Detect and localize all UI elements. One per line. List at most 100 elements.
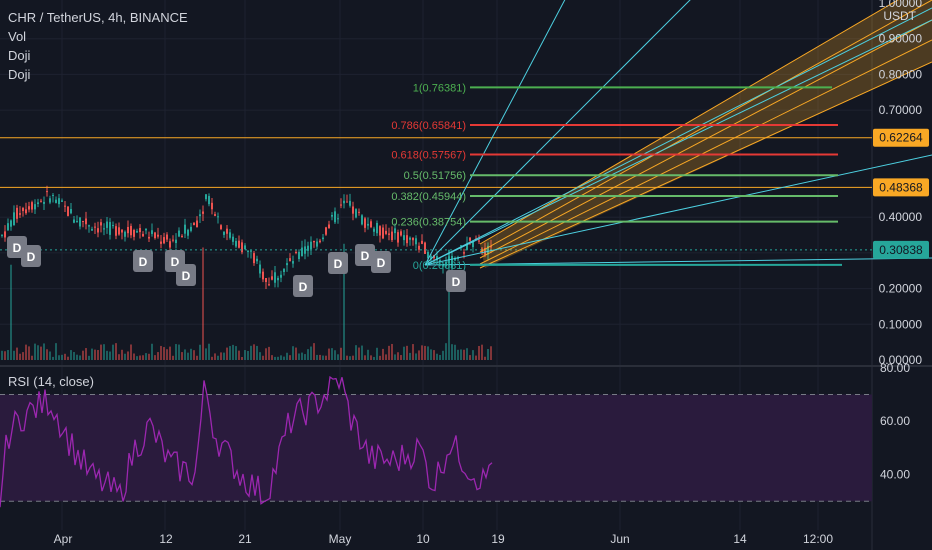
candle-body bbox=[262, 271, 264, 280]
candles bbox=[1, 185, 492, 290]
volume-bar bbox=[73, 352, 75, 360]
volume-bar bbox=[163, 347, 165, 360]
candle-body bbox=[127, 226, 129, 234]
candle-body bbox=[7, 223, 9, 231]
candle-body bbox=[478, 240, 480, 242]
candle-body bbox=[379, 226, 381, 236]
volume-bar bbox=[34, 343, 36, 360]
volume-bar bbox=[427, 346, 429, 360]
candle-body bbox=[361, 215, 363, 225]
volume-bar bbox=[304, 354, 306, 360]
pitchfork-line bbox=[479, 0, 899, 245]
volume-bar bbox=[400, 355, 402, 360]
volume-bar bbox=[352, 355, 354, 360]
volume-bar bbox=[487, 348, 489, 360]
pitchfork-line bbox=[479, 19, 932, 259]
volume-bar bbox=[4, 351, 6, 360]
candle-body bbox=[148, 236, 150, 239]
rsi-line bbox=[0, 375, 493, 508]
time-axis[interactable]: Apr 12 21 May 10 19 Jun 14 12:00 bbox=[54, 532, 834, 546]
candle-body bbox=[322, 237, 324, 240]
volume-bar bbox=[475, 355, 477, 360]
pitchfork-line bbox=[479, 61, 932, 269]
time-axis-label: 21 bbox=[238, 532, 252, 546]
volume-bar bbox=[313, 343, 315, 360]
candle-body bbox=[418, 245, 420, 250]
doji-marker bbox=[328, 252, 348, 274]
candle-body bbox=[214, 214, 216, 216]
rsi-legend[interactable]: RSI (14, close) bbox=[8, 374, 94, 389]
candle-body bbox=[232, 236, 234, 242]
price-axis-label: 0.70000 bbox=[879, 103, 923, 117]
fib-label: 0.786(0.65841) bbox=[391, 120, 466, 132]
volume-bar bbox=[394, 354, 396, 360]
indicator-vol[interactable]: Vol bbox=[8, 29, 27, 44]
volume-bar bbox=[280, 355, 282, 360]
symbol-title[interactable]: CHR / TetherUS, 4h, BINANCE bbox=[8, 10, 188, 25]
candle-body bbox=[388, 233, 390, 235]
volume-bar bbox=[334, 350, 336, 360]
candle-body bbox=[268, 284, 270, 286]
volume-bar bbox=[103, 344, 105, 360]
fib-label: 1(0.76381) bbox=[413, 82, 466, 94]
candle-body bbox=[175, 239, 177, 244]
candle-body bbox=[61, 200, 63, 202]
volume-bar bbox=[43, 343, 45, 360]
candle-body bbox=[484, 247, 486, 255]
candle-body bbox=[370, 221, 372, 228]
volume-bar bbox=[415, 353, 417, 360]
candle-body bbox=[490, 246, 492, 248]
volume-bar bbox=[307, 349, 309, 360]
price-axis[interactable]: 1.000000.900000.800000.700000.400000.300… bbox=[873, 0, 929, 482]
candle-body bbox=[325, 227, 327, 235]
volume-bar bbox=[262, 355, 264, 360]
volume-bar bbox=[85, 348, 87, 360]
indicator-doji-2[interactable]: Doji bbox=[8, 67, 31, 82]
candle-body bbox=[85, 218, 87, 225]
volume-bar bbox=[112, 344, 114, 360]
volume-bar bbox=[367, 349, 369, 360]
volume-bar bbox=[406, 345, 408, 360]
volume-bar bbox=[16, 347, 18, 360]
volume-bar bbox=[484, 356, 486, 360]
candle-body bbox=[46, 191, 48, 193]
candle-body bbox=[136, 231, 138, 233]
volume-bar bbox=[82, 350, 84, 360]
doji-marker bbox=[176, 264, 196, 286]
candle-body bbox=[157, 234, 159, 237]
candle-body bbox=[181, 235, 183, 238]
volume-bar bbox=[490, 346, 492, 360]
candle-body bbox=[343, 200, 345, 204]
fib-levels[interactable]: 1(0.76381) 0.786(0.65841) 0.618(0.57567) 0.… bbox=[391, 82, 842, 272]
rsi-axis-label: 40.00 bbox=[880, 468, 910, 482]
candle-body bbox=[235, 240, 237, 247]
candle-body bbox=[424, 242, 426, 254]
volume-bar bbox=[397, 352, 399, 360]
candle-body bbox=[151, 230, 153, 234]
candle-body bbox=[16, 207, 18, 219]
time-axis-label: 14 bbox=[733, 532, 747, 546]
candle-body bbox=[472, 240, 474, 248]
volume-bar bbox=[94, 349, 96, 360]
volume-bar bbox=[328, 348, 330, 360]
candle-body bbox=[226, 228, 228, 234]
candle-body bbox=[202, 211, 204, 214]
candle-body bbox=[346, 201, 348, 203]
doji-marker-text: D bbox=[334, 257, 343, 271]
candle-body bbox=[109, 222, 111, 235]
doji-marker-text: D bbox=[361, 249, 370, 263]
candle-body bbox=[124, 231, 126, 237]
indicator-doji-1[interactable]: Doji bbox=[8, 48, 31, 63]
volume-bar bbox=[409, 352, 411, 360]
time-axis-label: 10 bbox=[416, 532, 430, 546]
candle-body bbox=[217, 216, 219, 218]
candle-body bbox=[337, 218, 339, 220]
candle-body bbox=[121, 229, 123, 233]
volume-bar bbox=[403, 346, 405, 360]
candle-body bbox=[25, 209, 27, 214]
candle-body bbox=[70, 209, 72, 214]
candle-body bbox=[163, 237, 165, 244]
candle-body bbox=[397, 232, 399, 243]
volume-bar bbox=[196, 355, 198, 360]
